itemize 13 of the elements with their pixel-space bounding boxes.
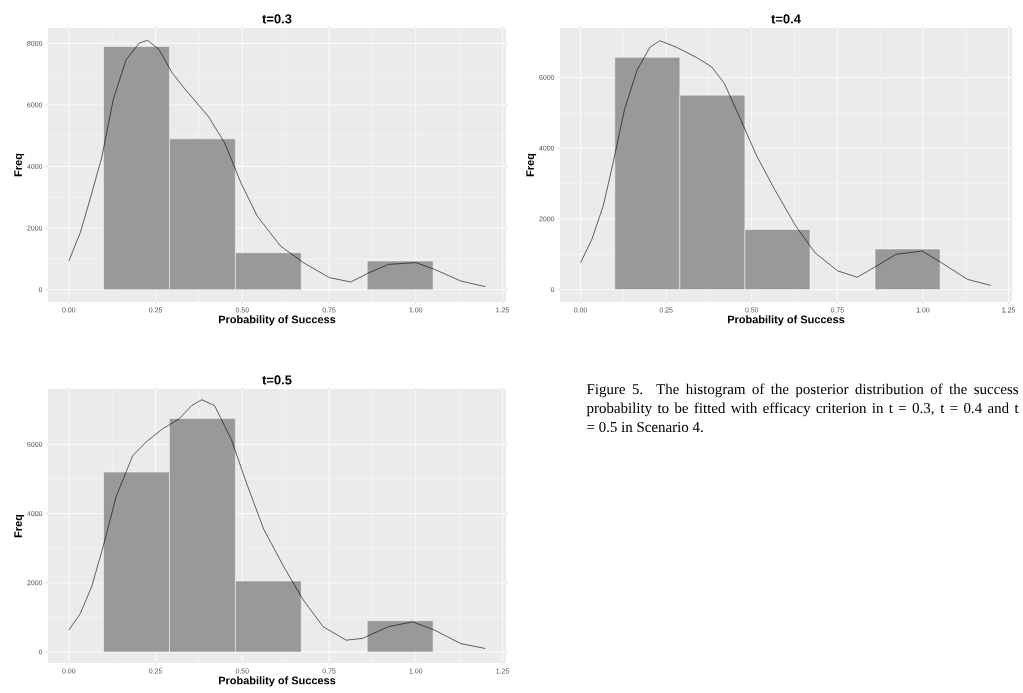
x-axis-title: Probability of Success <box>218 676 336 687</box>
chart-title: t=0.3 <box>262 14 292 24</box>
chart-title: t=0.5 <box>262 375 292 385</box>
caption: Figure 5. The histogram of the posterior distribution of the success probability to be fitted with efficacy criterion in t = 0.3, t = 0.4 and t = 0.5 in Scenario 4. <box>586 383 1019 433</box>
chart-title: t=0.4 <box>771 14 801 24</box>
y-axis-title: Freq <box>14 153 25 177</box>
x-axis-title: Probability of Success <box>218 315 336 326</box>
line-series <box>580 40 992 286</box>
y-axis-title: Freq <box>526 153 537 177</box>
line-series <box>68 40 486 287</box>
x-axis-title: Probability of Success <box>727 315 845 326</box>
line-series <box>68 399 486 649</box>
y-axis-title: Freq <box>14 514 25 538</box>
